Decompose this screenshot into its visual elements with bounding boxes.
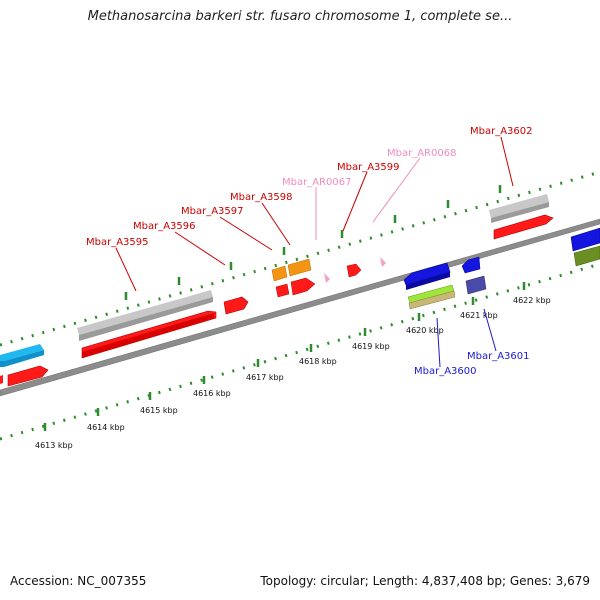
scale-label: 4618 kbp	[299, 357, 337, 366]
gene-tan[interactable]	[408, 290, 456, 310]
scale-label: 4622 kbp	[513, 296, 551, 305]
gene-label: Mbar_A3598	[230, 192, 293, 203]
gene-label: Mbar_A3602	[470, 126, 533, 137]
gene-Mbar_A3601[interactable]	[461, 256, 481, 274]
trna-Mbar_AR0068[interactable]	[380, 257, 386, 267]
gene-label: Mbar_A3599	[337, 162, 400, 173]
scale-label: 4614 kbp	[87, 423, 125, 432]
scale-label: 4621 kbp	[460, 311, 498, 320]
gene-Mbar_A3602[interactable]	[493, 214, 554, 240]
gene-label: Mbar_A3595	[86, 237, 149, 248]
gene-label: Mbar_A3596	[133, 221, 196, 232]
gene-blue-right[interactable]	[570, 227, 600, 252]
gene-orange-b[interactable]	[287, 258, 312, 277]
genome-summary-text: Topology: circular; Length: 4,837,408 bp…	[260, 574, 590, 588]
gene-orange-a[interactable]	[271, 265, 288, 282]
gene-Mbar_A3600[interactable]	[403, 262, 451, 290]
label-connectors	[115, 136, 514, 368]
gene-red-edge[interactable]	[0, 375, 3, 384]
gene-navy[interactable]	[465, 275, 487, 295]
scale-label: 4617 kbp	[246, 373, 284, 382]
gene-olive-right[interactable]	[573, 245, 600, 267]
scale-label: 4619 kbp	[352, 342, 390, 351]
map-title: Methanosarcina barkeri str. fusaro chrom…	[87, 9, 513, 24]
forward-tick-row	[0, 170, 600, 347]
gene-Mbar_A3596[interactable]	[223, 296, 249, 315]
scale-label: 4620 kbp	[406, 326, 444, 335]
gene-label: Mbar_A3597	[181, 206, 244, 217]
genome-backbone	[0, 218, 600, 397]
gene-grey-A3595[interactable]	[77, 290, 213, 341]
reverse-major-ticks	[43, 282, 526, 431]
scale-label: 4616 kbp	[193, 389, 231, 398]
gene-grey-A3602[interactable]	[489, 194, 549, 223]
trna-Mbar_AR0067[interactable]	[324, 273, 330, 283]
forward-major-ticks	[124, 185, 502, 300]
gene-red-left[interactable]	[7, 365, 49, 387]
accession-text: Accession: NC_007355	[10, 574, 147, 588]
gene-label: Mbar_AR0068	[387, 148, 456, 159]
scale-label: 4615 kbp	[140, 406, 178, 415]
gene-label: Mbar_AR0067	[282, 177, 351, 188]
scale-label: 4613 kbp	[35, 441, 73, 450]
gene-Mbar_A3595[interactable]	[81, 310, 217, 359]
gene-Mbar_A3599[interactable]	[346, 263, 362, 278]
gene-cyan-left[interactable]	[0, 344, 44, 367]
gene-Mbar_A3598[interactable]	[290, 277, 316, 296]
gene-Mbar_A3597[interactable]	[275, 283, 290, 298]
gene-label: Mbar_A3600	[414, 366, 477, 377]
gene-label: Mbar_A3601	[467, 351, 530, 362]
